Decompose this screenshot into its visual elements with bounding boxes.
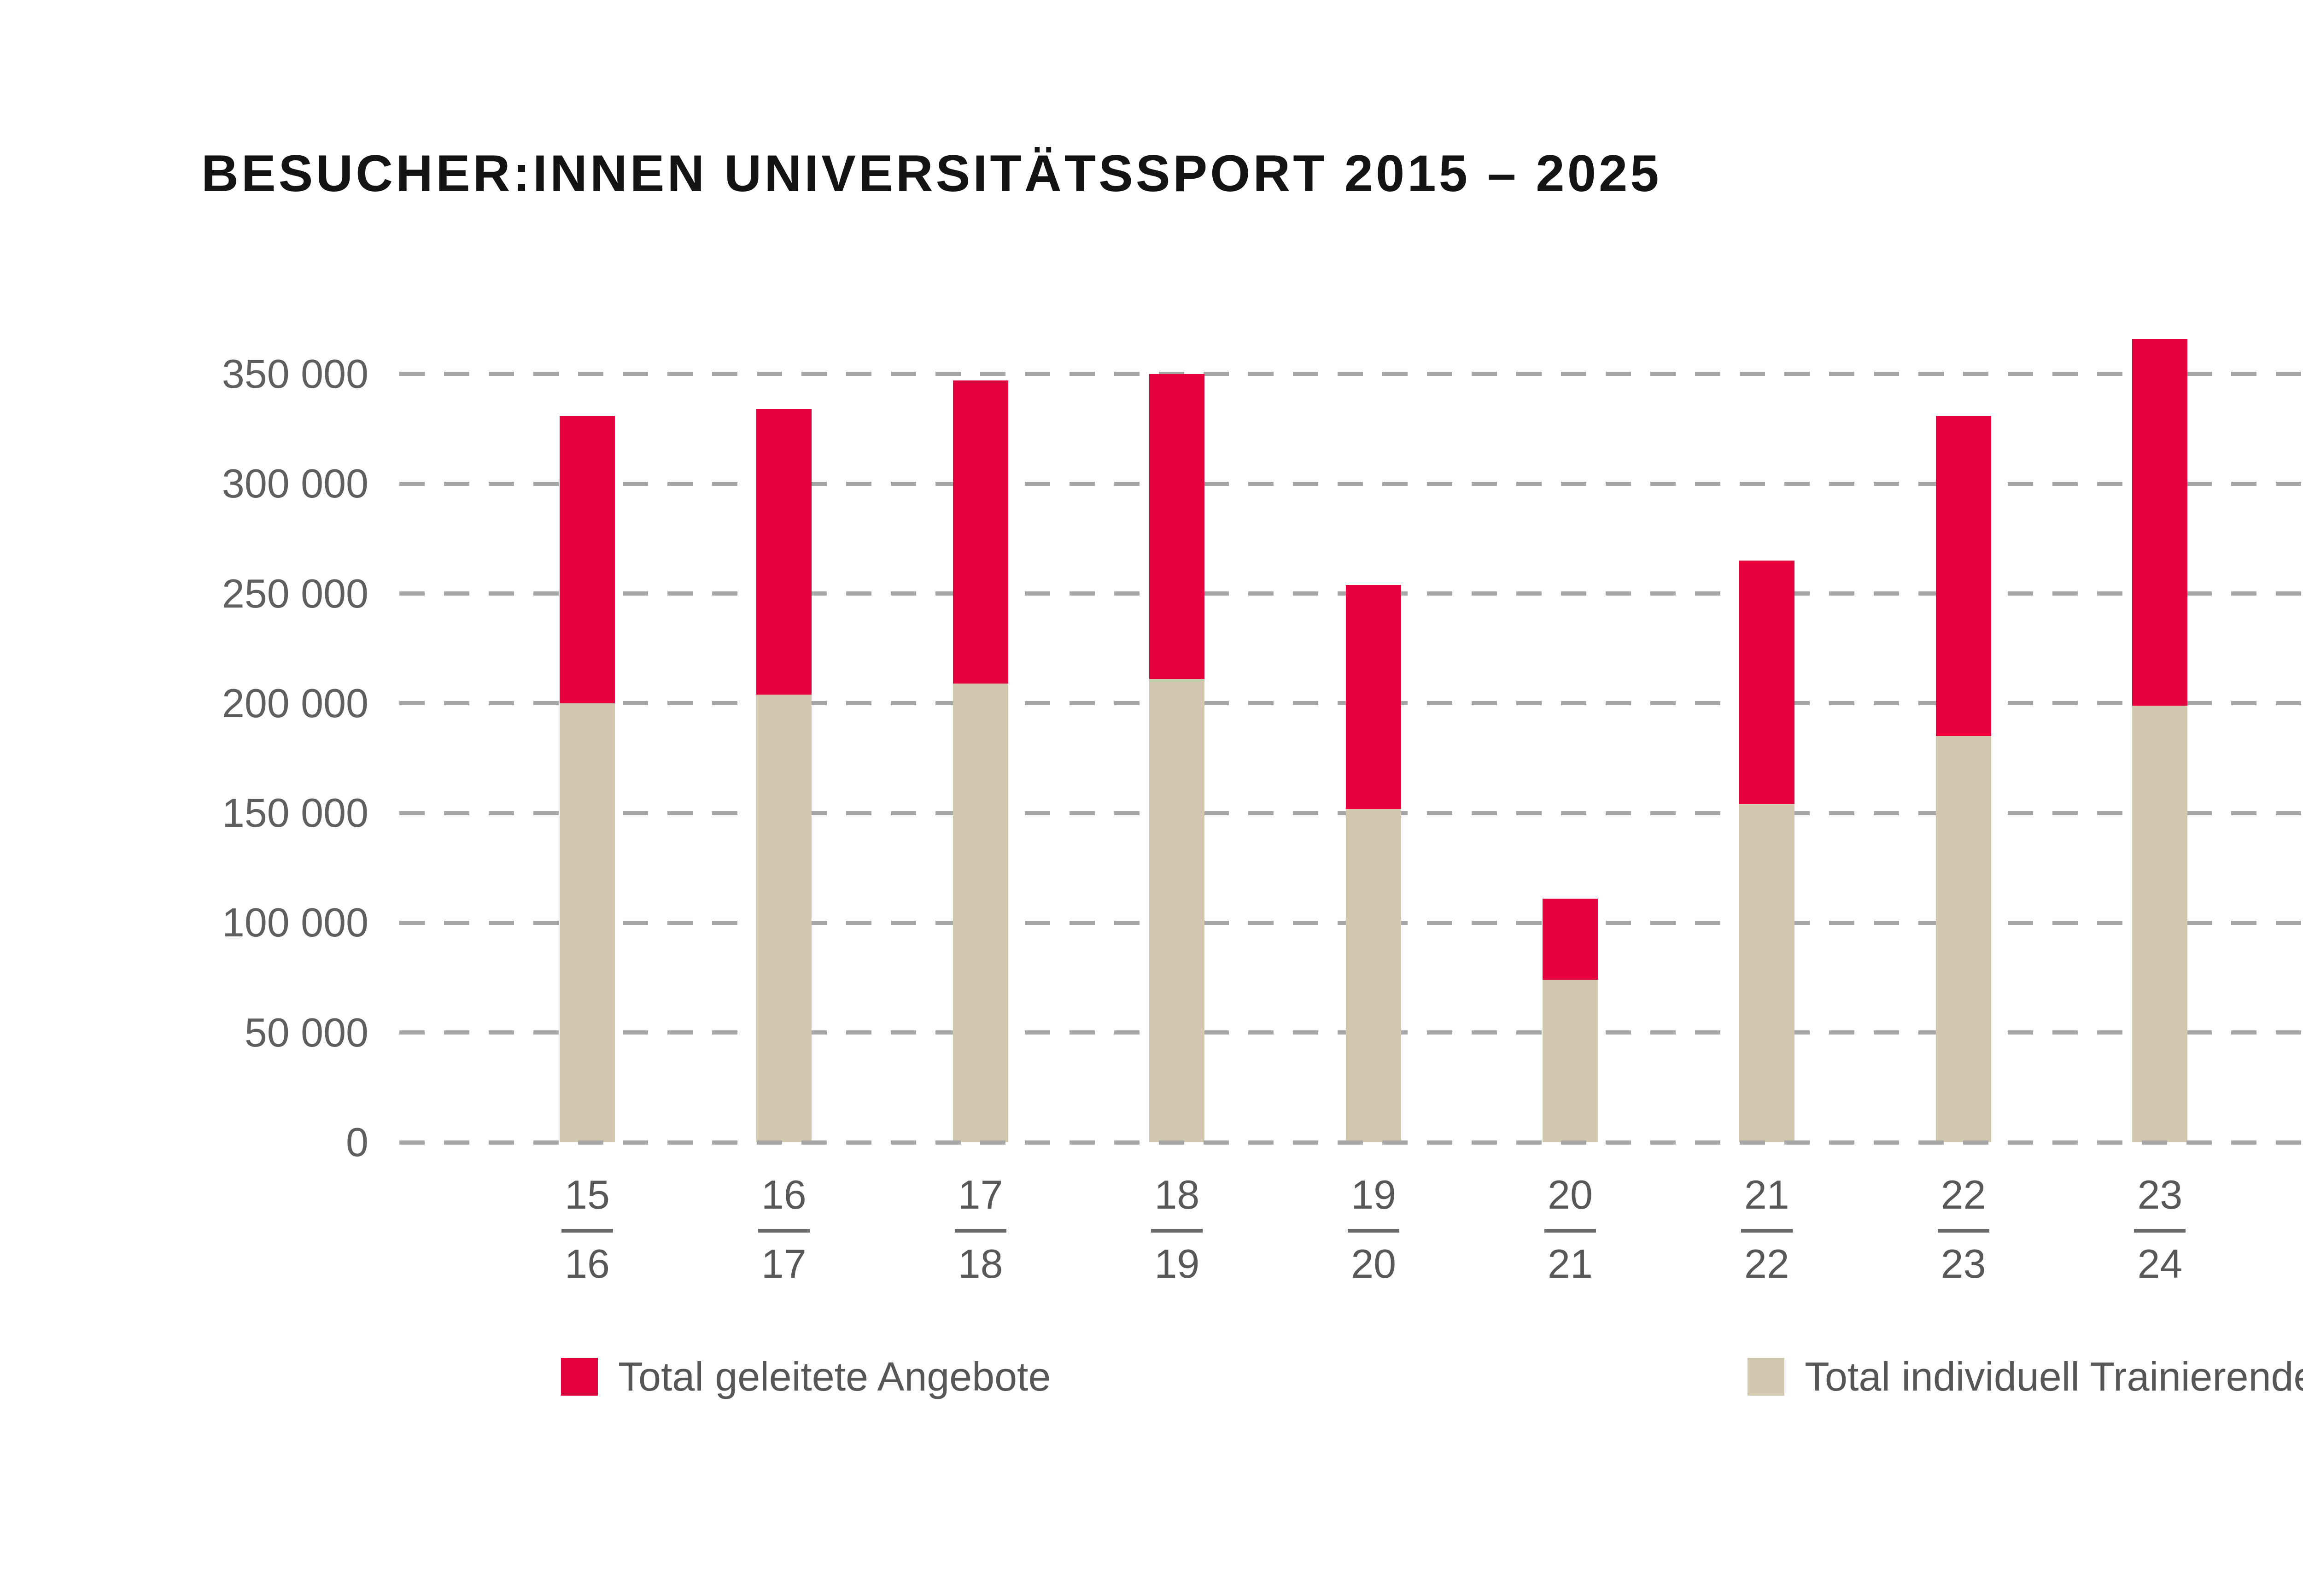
y-tick-label-200000: 200 000: [222, 680, 368, 726]
legend-swatch-red: [561, 1358, 598, 1396]
x-tick-label-16-17: 16 17: [738, 1174, 830, 1285]
y-tick-label-0: 0: [346, 1119, 368, 1165]
x-tick-bottom-year: 21: [1548, 1241, 1593, 1286]
x-tick-label-18-19: 18 19: [1131, 1174, 1223, 1285]
bar-individuell-15-16: [560, 703, 615, 1142]
x-axis-labels: 1516161717181819192020212122222323242425: [399, 1174, 2303, 1326]
legend-label-geleitete: Total geleitete Angebote: [618, 1354, 1051, 1399]
bar-geleitete-17-18: [953, 380, 1008, 684]
bar-geleitete-22-23: [1935, 415, 1991, 737]
x-tick-top-year: 23: [2137, 1172, 2183, 1217]
x-tick-fraction-line: [1151, 1229, 1203, 1233]
x-tick-bottom-year: 17: [761, 1241, 807, 1286]
bar-individuell-17-18: [953, 683, 1008, 1142]
legend-item-geleitete: Total geleitete Angebote: [561, 1353, 1051, 1400]
x-tick-bottom-year: 23: [1941, 1241, 1986, 1286]
y-tick-label-350000: 350 000: [222, 351, 368, 397]
x-tick-label-21-22: 21 22: [1721, 1174, 1813, 1285]
x-tick-top-year: 20: [1548, 1172, 1593, 1217]
bar-individuell-22-23: [1935, 736, 1991, 1142]
x-tick-top-year: 15: [565, 1172, 610, 1217]
x-tick-fraction-line: [1544, 1229, 1596, 1233]
y-tick-label-150000: 150 000: [222, 790, 368, 836]
x-tick-fraction-line: [954, 1229, 1006, 1233]
x-tick-top-year: 22: [1941, 1172, 1986, 1217]
bar-individuell-20-21: [1543, 980, 1598, 1142]
x-tick-top-year: 21: [1744, 1172, 1789, 1217]
bar-geleitete-21-22: [1739, 561, 1794, 805]
x-tick-label-22-23: 22 23: [1917, 1174, 2010, 1285]
bar-geleitete-15-16: [560, 415, 615, 703]
x-tick-top-year: 18: [1154, 1172, 1200, 1217]
bar-geleitete-20-21: [1543, 899, 1598, 980]
y-tick-label-100000: 100 000: [222, 900, 368, 946]
x-tick-fraction-line: [1348, 1229, 1400, 1233]
x-tick-bottom-year: 20: [1351, 1241, 1397, 1286]
x-tick-bottom-year: 22: [1744, 1241, 1789, 1286]
y-tick-label-50000: 50 000: [244, 1009, 368, 1055]
x-tick-bottom-year: 24: [2137, 1241, 2183, 1286]
y-axis-labels: 0 50 000 100 000 150 000 200 000 250 000 300 0…: [138, 308, 368, 1165]
legend-label-individuell: Total individuell Trainierende: [1805, 1354, 2303, 1399]
x-tick-fraction-line: [561, 1229, 613, 1233]
x-tick-label-17-18: 17 18: [935, 1174, 1027, 1285]
x-tick-bottom-year: 16: [565, 1241, 610, 1286]
x-tick-fraction-line: [1937, 1229, 1989, 1233]
x-tick-fraction-line: [758, 1229, 810, 1233]
bar-individuell-23-24: [2132, 705, 2188, 1142]
bar-individuell-16-17: [756, 694, 812, 1142]
x-tick-bottom-year: 19: [1154, 1241, 1200, 1286]
x-tick-label-23-24: 23 24: [2114, 1174, 2206, 1285]
bar-geleitete-23-24: [2132, 339, 2188, 706]
x-tick-top-year: 19: [1351, 1172, 1397, 1217]
bar-geleitete-16-17: [756, 409, 812, 695]
x-tick-fraction-line: [2134, 1229, 2186, 1233]
bar-individuell-18-19: [1149, 679, 1205, 1142]
bar-geleitete-18-19: [1149, 374, 1205, 679]
gridline-350000: [399, 372, 2303, 376]
bar-geleitete-19-20: [1346, 585, 1402, 809]
y-tick-label-250000: 250 000: [222, 570, 368, 616]
x-tick-top-year: 16: [761, 1172, 807, 1217]
x-tick-top-year: 17: [958, 1172, 1003, 1217]
chart-title: BESUCHER:INNEN UNIVERSITÄTSSPORT 2015 – …: [201, 145, 1662, 202]
legend-item-individuell: Total individuell Trainierende: [1748, 1353, 2303, 1400]
bar-individuell-19-20: [1346, 808, 1402, 1142]
y-tick-label-300000: 300 000: [222, 461, 368, 507]
bar-individuell-21-22: [1739, 804, 1794, 1142]
gridline-300000: [399, 481, 2303, 486]
plot-area: [399, 308, 2303, 1145]
x-tick-bottom-year: 18: [958, 1241, 1003, 1286]
x-tick-label-20-21: 20 21: [1524, 1174, 1616, 1285]
x-tick-label-15-16: 15 16: [541, 1174, 633, 1285]
x-tick-label-19-20: 19 20: [1327, 1174, 1420, 1285]
x-tick-fraction-line: [1741, 1229, 1793, 1233]
legend-swatch-tan: [1748, 1358, 1784, 1396]
gridline-0: [399, 1140, 2303, 1145]
